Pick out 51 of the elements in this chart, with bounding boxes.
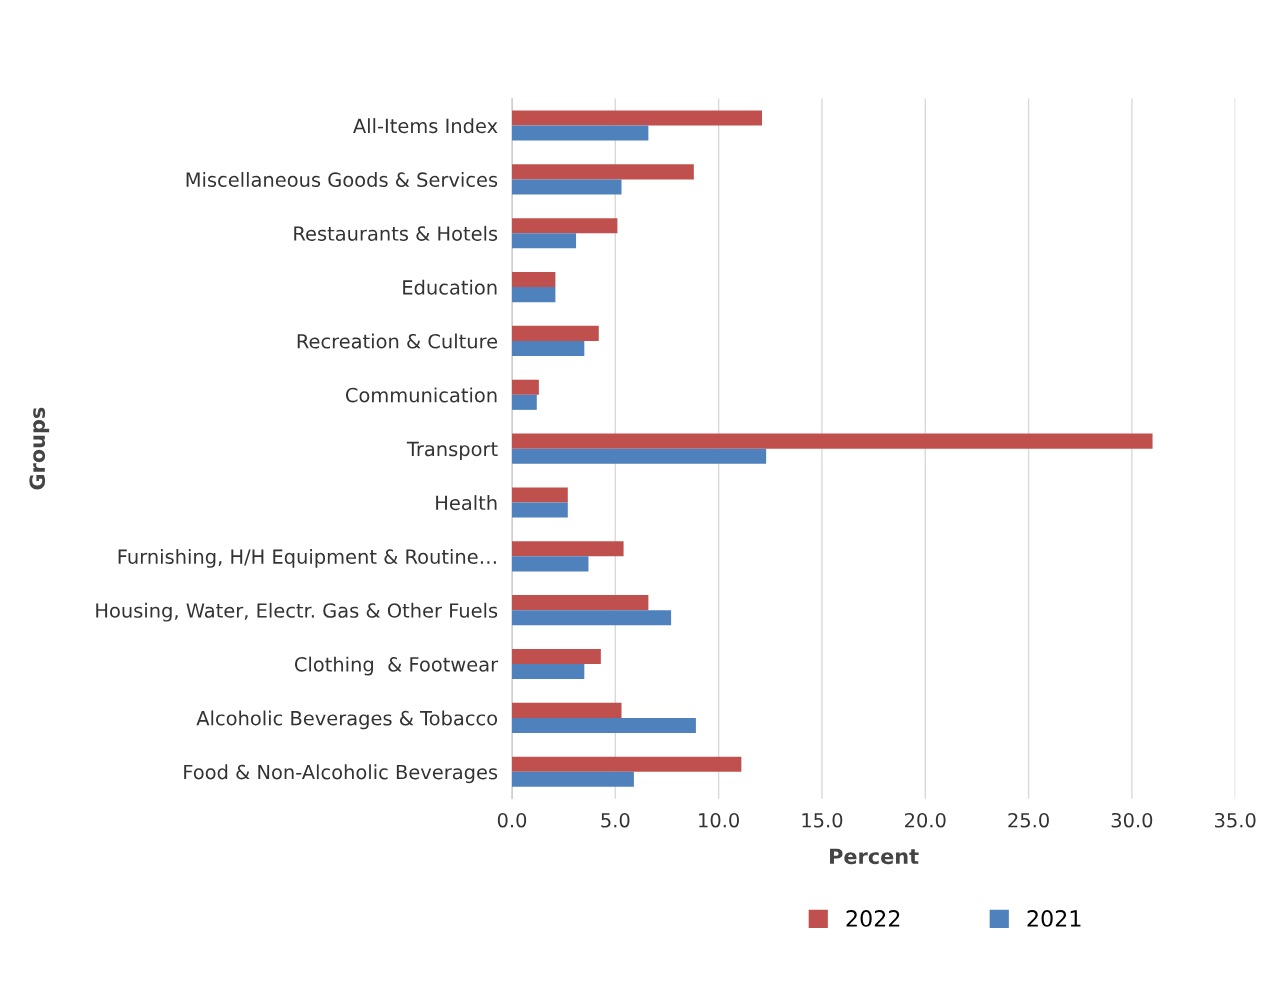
x-tick-label: 30.0 <box>1111 812 1153 828</box>
bar <box>512 110 763 126</box>
y-tick-label: Alcoholic Beverages & Tobacco <box>196 710 498 730</box>
legend-label: 2021 <box>1027 910 1081 927</box>
bar <box>512 664 585 680</box>
y-tick-label: Food & Non-Alcoholic Beverages <box>184 764 498 784</box>
y-tick-label: All-Items Index <box>353 118 498 134</box>
x-tick-label: 10.0 <box>699 812 739 828</box>
bar <box>512 179 622 195</box>
bar <box>512 218 618 234</box>
bar <box>512 433 1153 449</box>
bar <box>512 541 624 557</box>
y-tick-label: Restaurants & Hotels <box>294 225 498 241</box>
bar <box>512 717 696 733</box>
x-tick-label: 25.0 <box>1008 812 1049 828</box>
legend-label: 2022 <box>846 910 900 927</box>
bar <box>512 125 649 141</box>
bar <box>512 287 556 303</box>
x-tick-label: 15.0 <box>802 812 843 828</box>
bar <box>512 487 568 503</box>
bar <box>512 595 649 611</box>
y-tick-label: Communication <box>345 387 497 403</box>
x-axis-title: Percent <box>830 848 919 865</box>
bar <box>512 648 601 665</box>
y-tick-label: Miscellaneous Goods & Services <box>186 171 498 188</box>
x-tick-label: 0.0 <box>497 812 527 828</box>
bar <box>512 394 537 410</box>
bar <box>512 502 568 518</box>
y-tick-label: Education <box>403 279 497 295</box>
bar <box>512 756 742 772</box>
bar <box>512 325 599 341</box>
bar <box>512 379 539 395</box>
x-tick-label: 35.0 <box>1215 812 1256 828</box>
bar <box>512 448 767 464</box>
y-tick-label: Clothing & Footwear <box>294 656 499 676</box>
y-tick-label: Furnishing, H/H Equipment & Routine… <box>118 548 496 568</box>
x-tick-label: 20.0 <box>905 812 946 828</box>
bar <box>512 771 634 787</box>
x-tick-label: 5.0 <box>601 812 630 828</box>
bar <box>512 272 556 288</box>
bar <box>512 702 622 718</box>
bar <box>512 556 589 572</box>
y-tick-label: Transport <box>406 441 498 461</box>
bar <box>512 233 577 249</box>
bar <box>512 340 585 357</box>
y-axis-title: Groups <box>29 407 50 490</box>
y-tick-label: Housing, Water, Electr. Gas & Other Fuels <box>96 602 498 622</box>
y-tick-label: Recreation & Culture <box>297 333 498 349</box>
bar <box>512 610 672 626</box>
bar <box>512 164 694 180</box>
y-tick-label: Health <box>436 495 497 511</box>
